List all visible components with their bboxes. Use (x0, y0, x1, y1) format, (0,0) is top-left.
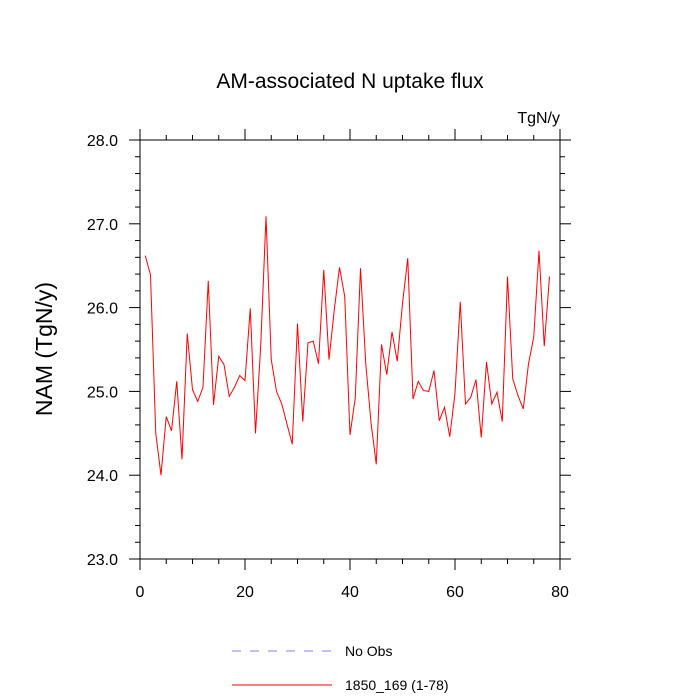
y-tick-label: 23.0 (87, 552, 118, 569)
legend-label-1850-169: 1850_169 (1-78) (345, 677, 449, 693)
plot-frame (139, 139, 561, 560)
x-tick-label: 60 (446, 584, 464, 601)
x-tick-label: 0 (136, 584, 145, 601)
x-tick-label: 20 (236, 584, 254, 601)
y-axis-label: NAM (TgN/y) (31, 282, 57, 416)
y-tick-label: 26.0 (87, 301, 118, 318)
axis-tick-labels: 0 20 40 60 80 23.0 24.0 25.0 26.0 27.0 28.0 (87, 133, 569, 601)
series-layer (144, 216, 550, 476)
chart-units: TgN/y (517, 110, 560, 127)
y-tick-label: 25.0 (87, 384, 118, 401)
legend: No Obs 1850_169 (1-78) (232, 643, 449, 693)
series-line-1 (144, 216, 550, 476)
legend-label-no-obs: No Obs (345, 643, 392, 659)
x-tick-label: 40 (341, 584, 359, 601)
axis-ticks (129, 129, 571, 570)
x-tick-label: 80 (551, 584, 569, 601)
chart-title: AM-associated N uptake flux (216, 70, 484, 93)
y-tick-label: 28.0 (87, 133, 118, 150)
y-tick-label: 24.0 (87, 468, 118, 485)
y-tick-label: 27.0 (87, 217, 118, 234)
